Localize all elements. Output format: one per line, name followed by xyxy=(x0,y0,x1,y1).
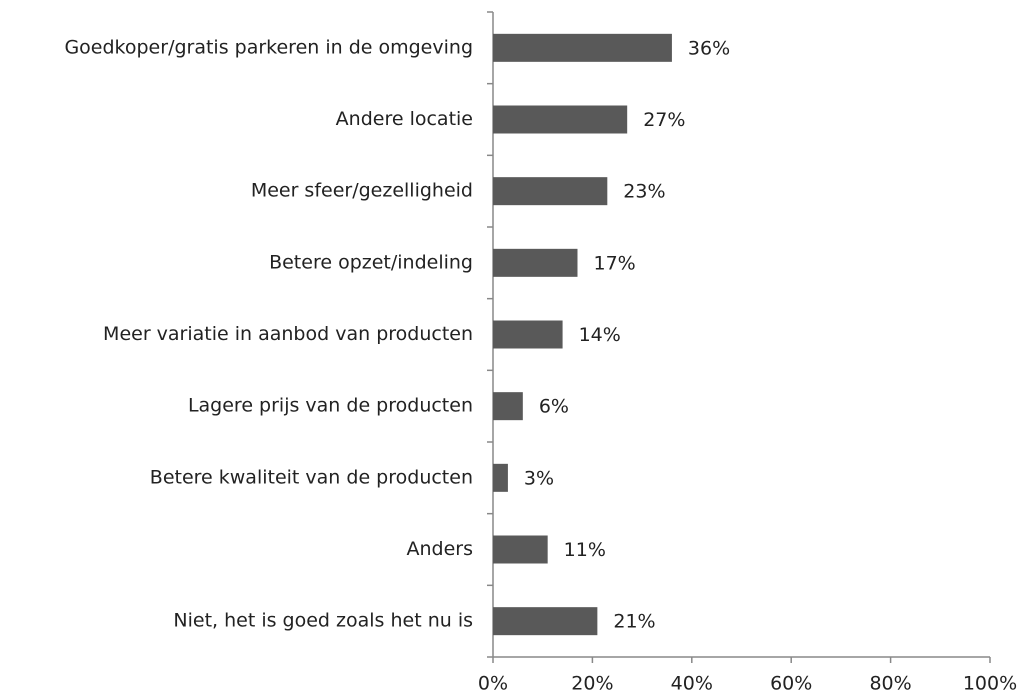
value-label: 17% xyxy=(593,252,635,274)
x-tick-label: 20% xyxy=(571,673,613,695)
bar xyxy=(493,320,563,349)
category-label: Niet, het is goed zoals het nu is xyxy=(173,610,473,632)
category-label: Anders xyxy=(407,538,474,560)
category-label: Meer variatie in aanbod van producten xyxy=(103,323,473,345)
value-label: 3% xyxy=(524,467,554,489)
category-label: Betere opzet/indeling xyxy=(269,251,473,273)
bar xyxy=(493,105,628,134)
bar xyxy=(493,248,578,277)
category-label: Meer sfeer/gezelligheid xyxy=(251,180,473,202)
bar xyxy=(493,33,672,62)
value-label: 27% xyxy=(643,109,685,131)
category-label: Lagere prijs van de producten xyxy=(188,395,473,417)
x-tick-label: 40% xyxy=(671,673,713,695)
bar xyxy=(493,392,523,421)
bar xyxy=(493,607,598,636)
x-tick-label: 0% xyxy=(478,673,508,695)
bar xyxy=(493,535,548,564)
value-label: 36% xyxy=(688,37,730,59)
x-tick-label: 60% xyxy=(770,673,812,695)
bar xyxy=(493,177,608,206)
category-label: Andere locatie xyxy=(336,108,473,130)
x-tick-label: 100% xyxy=(963,673,1017,695)
category-label: Goedkoper/gratis parkeren in de omgeving xyxy=(64,36,473,58)
bar xyxy=(493,463,508,492)
value-label: 14% xyxy=(579,324,621,346)
category-label: Betere kwaliteit van de producten xyxy=(150,466,473,488)
value-label: 6% xyxy=(539,396,569,418)
x-tick-label: 80% xyxy=(869,673,911,695)
value-label: 21% xyxy=(613,611,655,633)
value-label: 11% xyxy=(564,539,606,561)
value-label: 23% xyxy=(623,181,665,203)
